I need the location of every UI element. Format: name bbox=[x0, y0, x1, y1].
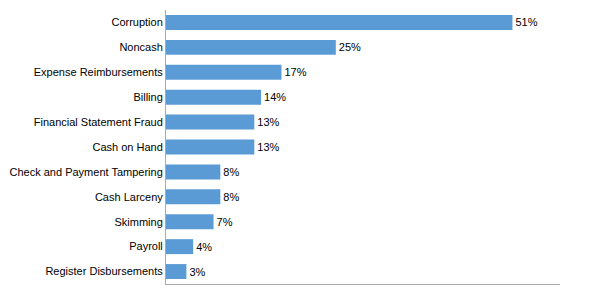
svg-text:25%: 25% bbox=[339, 41, 361, 53]
svg-text:3%: 3% bbox=[189, 266, 205, 278]
svg-text:13%: 13% bbox=[257, 141, 279, 153]
svg-text:13%: 13% bbox=[257, 116, 279, 128]
svg-text:Billing: Billing bbox=[133, 91, 162, 103]
svg-text:14%: 14% bbox=[264, 91, 286, 103]
svg-text:Skimming: Skimming bbox=[115, 216, 163, 228]
svg-text:Expense Reimbursements: Expense Reimbursements bbox=[34, 66, 164, 78]
svg-text:8%: 8% bbox=[223, 191, 239, 203]
svg-text:51%: 51% bbox=[515, 16, 537, 28]
svg-text:Register Disbursements: Register Disbursements bbox=[45, 265, 163, 277]
svg-text:Cash on Hand: Cash on Hand bbox=[92, 141, 162, 153]
svg-text:8%: 8% bbox=[223, 166, 239, 178]
svg-text:Payroll: Payroll bbox=[129, 240, 163, 252]
svg-text:Noncash: Noncash bbox=[119, 41, 162, 53]
svg-text:Check and Payment Tampering: Check and Payment Tampering bbox=[10, 166, 163, 178]
svg-text:4%: 4% bbox=[196, 241, 212, 253]
svg-text:17%: 17% bbox=[284, 66, 306, 78]
svg-text:Corruption: Corruption bbox=[111, 16, 162, 28]
svg-text:Cash Larceny: Cash Larceny bbox=[95, 191, 163, 203]
svg-text:7%: 7% bbox=[217, 216, 233, 228]
svg-text:Financial Statement Fraud: Financial Statement Fraud bbox=[34, 116, 163, 128]
